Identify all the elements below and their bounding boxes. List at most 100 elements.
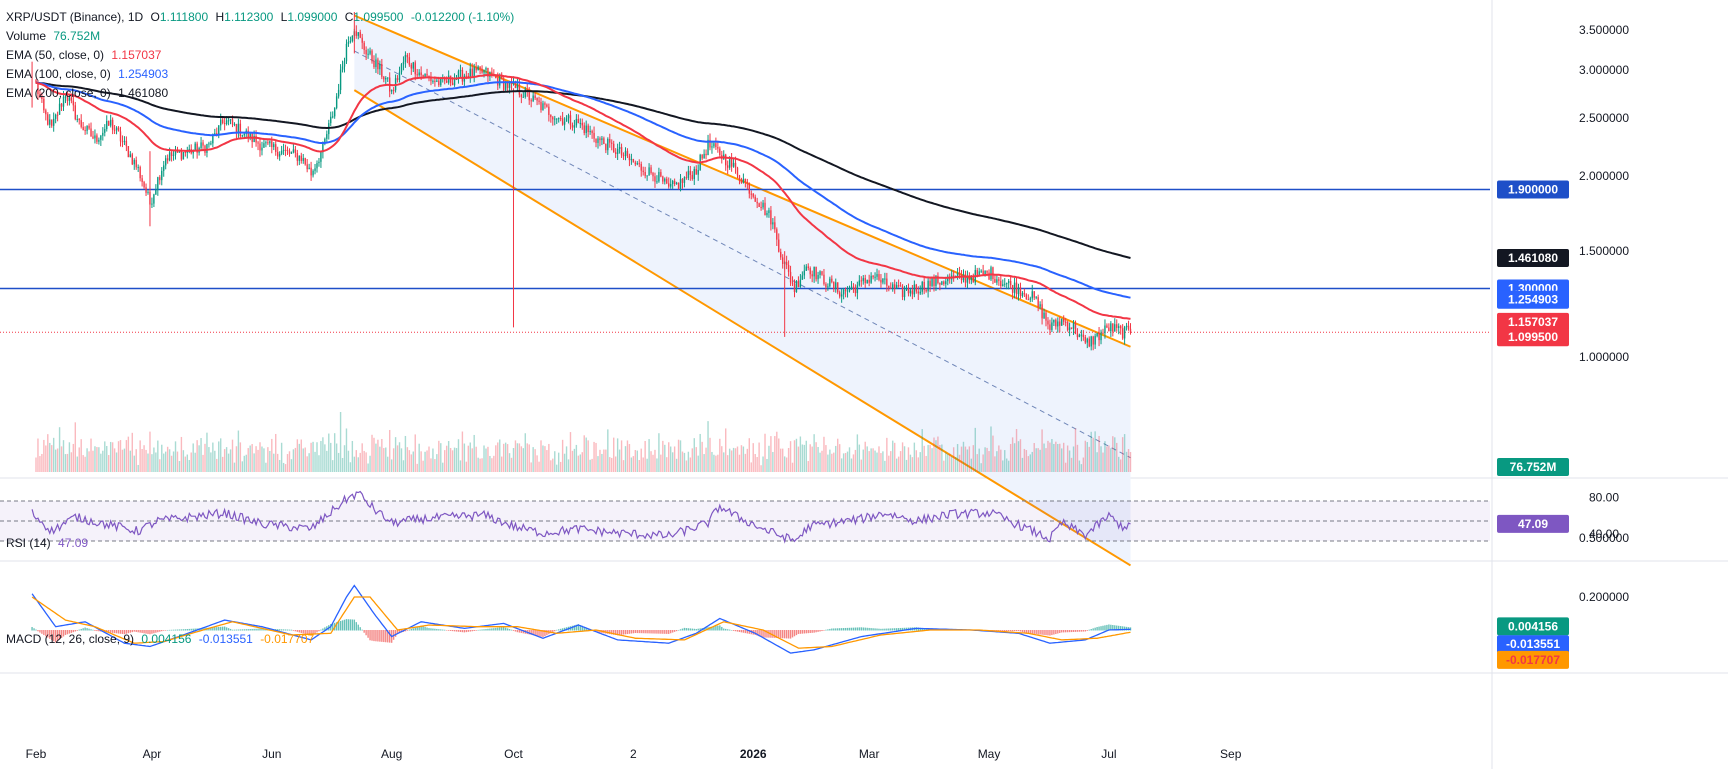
volume-bar [267,447,269,472]
candle-body [477,66,479,71]
macd-histogram-bar [45,630,47,637]
candle-body [583,125,585,134]
volume-bar [970,458,973,472]
volume-bar [377,439,379,472]
volume-bar [375,443,377,472]
candle-body [939,282,941,285]
volume-bar [434,459,436,472]
volume-bar [931,448,933,472]
high-value: 1.112300 [224,10,274,24]
low-label: L [280,10,288,24]
macd-histogram-bar [251,628,253,631]
candle-body [827,286,829,288]
candle-body [668,183,670,187]
volume-bar [923,445,925,472]
volume-bar [261,446,263,472]
volume-bar [856,434,859,472]
volume-bar [1055,441,1057,472]
candle-body [1108,327,1110,332]
macd-histogram-bar [131,630,133,633]
macd-histogram-bar [1047,630,1049,636]
volume-bar [512,448,515,472]
macd-histogram-bar [410,628,413,631]
candle-body [1074,322,1077,334]
volume-bar [82,455,84,472]
macd-histogram-bar [147,630,149,634]
macd-histogram-bar [1004,630,1006,632]
volume-bar [701,441,703,472]
candle-body [223,123,226,125]
volume-bar [1037,448,1039,472]
candle-body [998,279,1000,281]
volume-bar [74,422,76,472]
volume-bar [280,442,283,472]
macd-histogram-bar [155,630,157,633]
volume-bar [210,452,212,472]
ema-lines [35,74,1131,320]
volume-bar [878,446,880,472]
macd-histogram-bar [168,629,171,631]
candle-body [404,54,407,62]
macd-histogram-bar [473,630,475,631]
macd-histogram-bar [715,625,717,631]
candle-body [630,158,633,161]
volume-bar [677,439,680,472]
candle-body [817,275,819,280]
volume-bar [449,447,452,472]
macd-histogram-bar [153,630,155,634]
macd-histogram-bar [298,630,301,633]
macd-histogram-bar [428,628,430,631]
candle-body [276,151,279,157]
macd-histogram-bar [216,627,218,631]
volume-bar [754,454,756,472]
candle-body [601,138,603,141]
volume-bar [147,453,149,472]
macd-histogram-bar [308,630,310,636]
volume-bar [542,445,544,472]
macd-histogram-bar [434,628,436,631]
candle-body [1094,335,1096,345]
volume-bar [290,459,293,472]
volume-bar [787,447,790,472]
symbol-title: XRP/USDT (Binance), 1D [6,10,144,24]
candle-body [888,285,890,288]
candle-body [465,75,468,77]
macd-histogram-bar [546,630,548,636]
candle-body [143,182,145,188]
macd-histogram-bar [404,630,407,632]
candle-body [821,271,823,275]
macd-histogram-bar [508,629,511,631]
macd-histogram-bar [652,630,654,634]
volume-bar [298,443,301,472]
volume-bar [964,446,967,472]
candle-body [846,290,849,292]
macd-pane [31,584,1132,654]
candle-body [654,176,656,182]
macd-histogram-bar [905,627,908,631]
macd-histogram-bar [1015,630,1018,632]
candle-body [1114,324,1116,332]
volume-bar [809,444,811,472]
candle-body [341,66,344,70]
volume-bar [351,440,354,472]
volume-bar [1090,431,1092,472]
candle-body [418,72,420,76]
volume-bar [693,438,695,472]
volume-bar [166,446,169,472]
volume-bar [231,439,234,472]
volume-bar [233,462,236,472]
volume-bar [683,452,686,472]
ema100-line [35,81,1131,299]
volume-bar [550,460,552,472]
candle-body [540,101,542,111]
candle-body [1072,322,1075,329]
macd-histogram-bar [654,630,656,634]
volume-bar [939,445,941,472]
volume-bar [886,437,888,472]
macd-histogram-bar [1072,630,1075,632]
candle-body [145,187,147,193]
volume-bar [1051,439,1053,472]
candle-body [614,152,617,154]
macd-histogram-bar [369,630,371,641]
candle-body [1039,304,1041,307]
